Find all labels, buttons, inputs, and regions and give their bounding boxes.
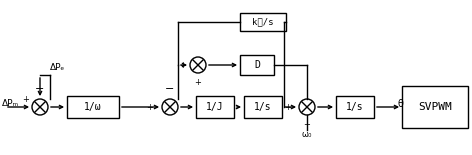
Text: D: D xyxy=(254,60,260,70)
Text: +: + xyxy=(284,102,291,111)
Bar xyxy=(67,96,119,118)
Text: −: − xyxy=(35,84,45,94)
Text: 1/s: 1/s xyxy=(254,102,272,112)
Bar xyxy=(240,13,286,31)
Text: 1/J: 1/J xyxy=(206,102,224,112)
Bar xyxy=(336,96,374,118)
Text: ΔPₘ: ΔPₘ xyxy=(2,100,19,108)
Text: 1/s: 1/s xyxy=(346,102,364,112)
Text: ω₀: ω₀ xyxy=(302,130,312,139)
Bar xyxy=(240,55,274,75)
Text: θ: θ xyxy=(398,99,404,109)
Text: 1/ω: 1/ω xyxy=(84,102,102,112)
Text: −: − xyxy=(165,84,175,94)
Text: +: + xyxy=(194,78,202,87)
Text: +: + xyxy=(22,95,29,104)
Text: ΔPₑ: ΔPₑ xyxy=(50,63,65,72)
Bar xyxy=(244,96,282,118)
Bar xyxy=(196,96,234,118)
Text: +: + xyxy=(303,120,311,129)
Text: +: + xyxy=(146,102,153,111)
Text: kᴅ/s: kᴅ/s xyxy=(252,18,274,27)
Text: SVPWM: SVPWM xyxy=(418,102,452,112)
Text: +: + xyxy=(179,60,186,69)
Bar xyxy=(402,86,468,128)
